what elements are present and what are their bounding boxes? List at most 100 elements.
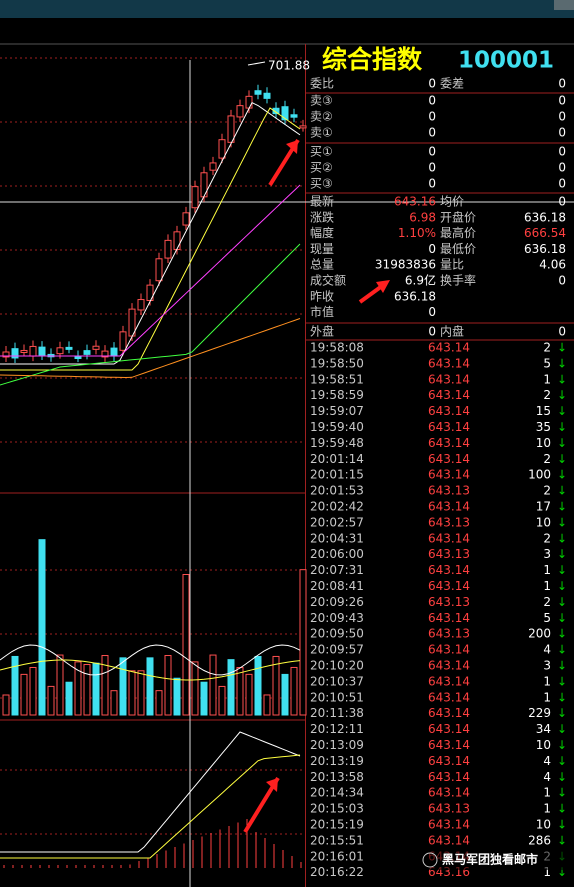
tick-time: 20:11:38 [310,706,364,720]
tick-direction: ↓ [557,611,567,625]
candle [182,212,190,226]
tick-price: 643.14 [428,452,470,466]
label: 开盘价 [440,209,476,224]
ma-white [0,102,301,365]
label: 买③ [310,177,333,191]
tick-price: 643.14 [428,436,470,450]
tick-volume: 15 [536,404,551,418]
tick-time: 20:01:15 [310,468,364,482]
value: 0 [428,305,436,319]
tick-time: 20:02:42 [310,500,364,514]
candle [236,105,244,118]
candle [299,125,307,129]
label: 卖② [310,110,333,124]
volume-bar [2,694,10,716]
tick-volume: 3 [543,547,551,561]
value: 6.98 [409,210,436,224]
tick-price: 643.14 [428,372,470,386]
value: 31983836 [375,258,436,272]
tick-time: 19:59:40 [310,420,364,434]
candle [173,231,181,251]
tick-time: 20:01:53 [310,484,364,498]
volume-bar [20,673,28,716]
volume: 0 [558,161,566,175]
tick-time: 20:09:50 [310,627,364,641]
tick-volume: 1 [543,690,551,704]
tick-direction: ↓ [557,515,567,529]
label: 内盘 [440,324,464,339]
tick-direction: ↓ [557,484,567,498]
candle [218,139,226,159]
tick-volume: 10 [536,818,551,832]
candle [110,347,118,357]
tick-volume: 10 [536,515,551,529]
candle [74,356,82,360]
volume-bar [200,681,208,716]
watermark-bg [418,850,570,870]
value: 0 [558,325,566,339]
volume: 0 [558,94,566,108]
volume-bar [155,690,163,716]
volume-bar [182,573,190,716]
tick-time: 20:15:51 [310,833,364,847]
value: 636.18 [524,210,566,224]
label: 外盘 [310,324,334,339]
chart-area: 701.88 [0,57,574,887]
label: 委比 [310,77,334,91]
label: 最新 [310,194,334,209]
candle [38,346,46,356]
ma-orange [0,318,301,379]
volume-bar [74,661,82,716]
tick-volume: 1 [543,786,551,800]
tick-time: 20:07:31 [310,563,364,577]
tick-price: 643.14 [428,500,470,514]
vol-ma-white [0,644,301,676]
tick-volume: 2 [543,595,551,609]
tick-direction: ↓ [557,436,567,450]
tick-direction: ↓ [557,468,567,482]
volume-bar [29,666,37,716]
tick-price: 643.14 [428,563,470,577]
tick-direction: ↓ [557,388,567,402]
tick-time: 20:08:41 [310,579,364,593]
tick-direction: ↓ [557,500,567,514]
tick-time: 19:58:50 [310,356,364,370]
value: 0 [558,274,566,288]
label: 幅度 [310,225,334,240]
tick-volume: 2 [543,531,551,545]
volume-bar [173,677,181,716]
tick-volume: 4 [543,770,551,784]
tick-time: 19:58:51 [310,372,364,386]
tick-time: 20:15:19 [310,818,364,832]
price: 0 [428,94,436,108]
tick-direction: ↓ [557,356,567,370]
top-bar [0,0,574,18]
volume-bar [11,655,19,716]
label: 量比 [440,258,464,272]
value: 0 [558,77,566,91]
value: 0 [428,242,436,256]
tick-price: 643.14 [428,611,470,625]
tick-price: 643.13 [428,484,470,498]
tick-volume: 4 [543,643,551,657]
tick-direction: ↓ [557,770,567,784]
tick-direction: ↓ [557,420,567,434]
tick-direction: ↓ [557,563,567,577]
tick-price: 643.13 [428,515,470,529]
tick-direction: ↓ [557,754,567,768]
label: 买② [310,161,333,175]
price: 0 [428,126,436,140]
volume: 0 [558,177,566,191]
volume-bar [137,670,145,716]
tick-direction: ↓ [557,643,567,657]
tick-direction: ↓ [557,531,567,545]
volume-bar [191,661,199,716]
tick-time: 20:01:14 [310,452,364,466]
tick-direction: ↓ [557,706,567,720]
label: 换手率 [440,273,476,288]
label: 卖① [310,126,333,140]
candle [272,107,280,115]
